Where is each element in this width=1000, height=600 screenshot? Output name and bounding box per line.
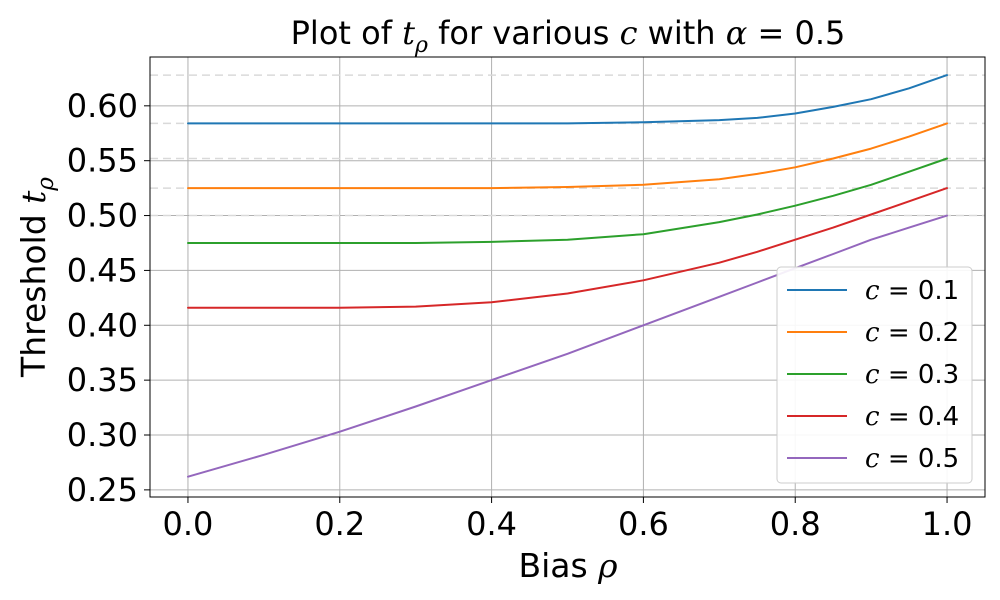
y-axis-label: Threshold tρ [14,177,59,378]
x-axis-label: Bias ρ [518,546,618,585]
y-tick-label: 0.40 [67,306,138,344]
legend-label: c = 0.5 [865,444,959,474]
x-axis-ticks: 0.0 0.2 0.4 0.6 0.8 1.0 [163,497,973,543]
legend-label: c = 0.2 [865,318,959,348]
legend: c = 0.1 c = 0.2 c = 0.3 c = 0.4 c = 0.5 [776,266,973,484]
x-tick-label: 0.8 [770,505,821,543]
y-tick-label: 0.60 [67,87,138,125]
legend-item: c = 0.5 [787,444,959,474]
legend-label: c = 0.4 [865,402,959,432]
legend-box [776,266,973,484]
legend-item: c = 0.2 [787,318,959,348]
legend-label: c = 0.3 [865,360,959,390]
y-tick-label: 0.50 [67,197,138,235]
legend-item: c = 0.1 [787,276,959,306]
series-lines [187,74,948,478]
series-line-1 [187,74,948,125]
legend-item: c = 0.3 [787,360,959,390]
x-tick-label: 0.6 [618,505,669,543]
series-line-4 [187,187,948,309]
plot-area [149,56,986,498]
y-tick-label: 0.45 [67,251,138,289]
series-line-3 [187,157,948,244]
plot-frame [149,56,986,498]
y-tick-label: 0.30 [67,416,138,454]
legend-item: c = 0.4 [787,402,959,432]
x-tick-label: 1.0 [922,505,973,543]
y-axis-ticks: 0.25 0.30 0.35 0.40 0.45 0.50 0.55 0.60 [67,87,150,509]
y-tick-label: 0.55 [67,142,138,180]
x-tick-label: 0.0 [163,505,214,543]
y-tick-label: 0.35 [67,361,138,399]
x-tick-label: 0.2 [314,505,365,543]
series-line-5 [187,214,948,478]
reference-lines [150,74,985,217]
x-tick-label: 0.4 [466,505,517,543]
y-tick-label: 0.25 [67,471,138,509]
legend-label: c = 0.1 [865,276,959,306]
chart-title: Plot of tρ for various c with α = 0.5 [291,14,846,58]
series-line-2 [187,122,948,190]
